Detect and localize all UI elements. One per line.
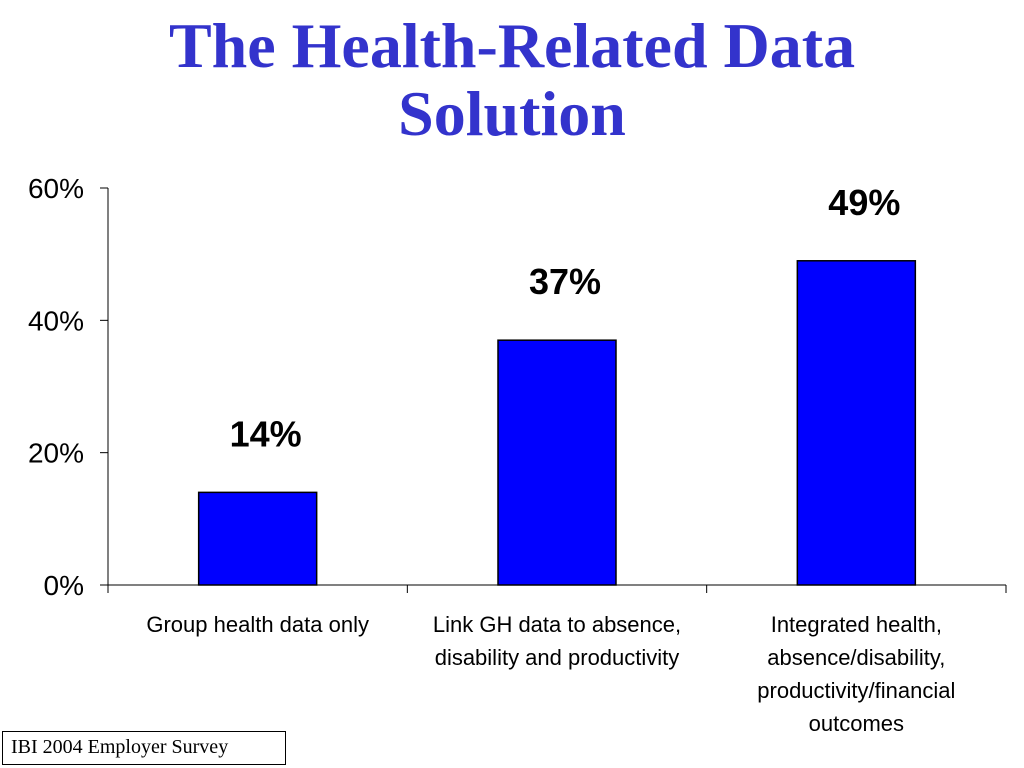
category-label: absence/disability,	[767, 645, 945, 670]
title-line-2: Solution	[398, 78, 626, 149]
title-line-1: The Health-Related Data	[168, 10, 856, 81]
category-label: Integrated health,	[771, 612, 942, 637]
source-note: IBI 2004 Employer Survey	[2, 731, 286, 765]
slide-title: The Health-Related Data Solution	[0, 12, 1024, 148]
category-label: productivity/financial	[757, 678, 955, 703]
y-tick-label: 40%	[28, 305, 84, 336]
category-label: Group health data only	[146, 612, 369, 637]
y-tick-label: 20%	[28, 438, 84, 469]
y-tick-label: 60%	[28, 173, 84, 204]
category-label: disability and productivity	[435, 645, 680, 670]
category-label: Link GH data to absence,	[433, 612, 681, 637]
y-tick-label: 0%	[44, 570, 84, 601]
data-label: 37%	[529, 261, 601, 302]
bar	[197, 491, 318, 586]
bar	[497, 339, 617, 586]
data-label: 49%	[828, 182, 900, 223]
category-label: outcomes	[809, 711, 904, 736]
data-label: 14%	[230, 413, 302, 454]
bar	[796, 260, 917, 586]
